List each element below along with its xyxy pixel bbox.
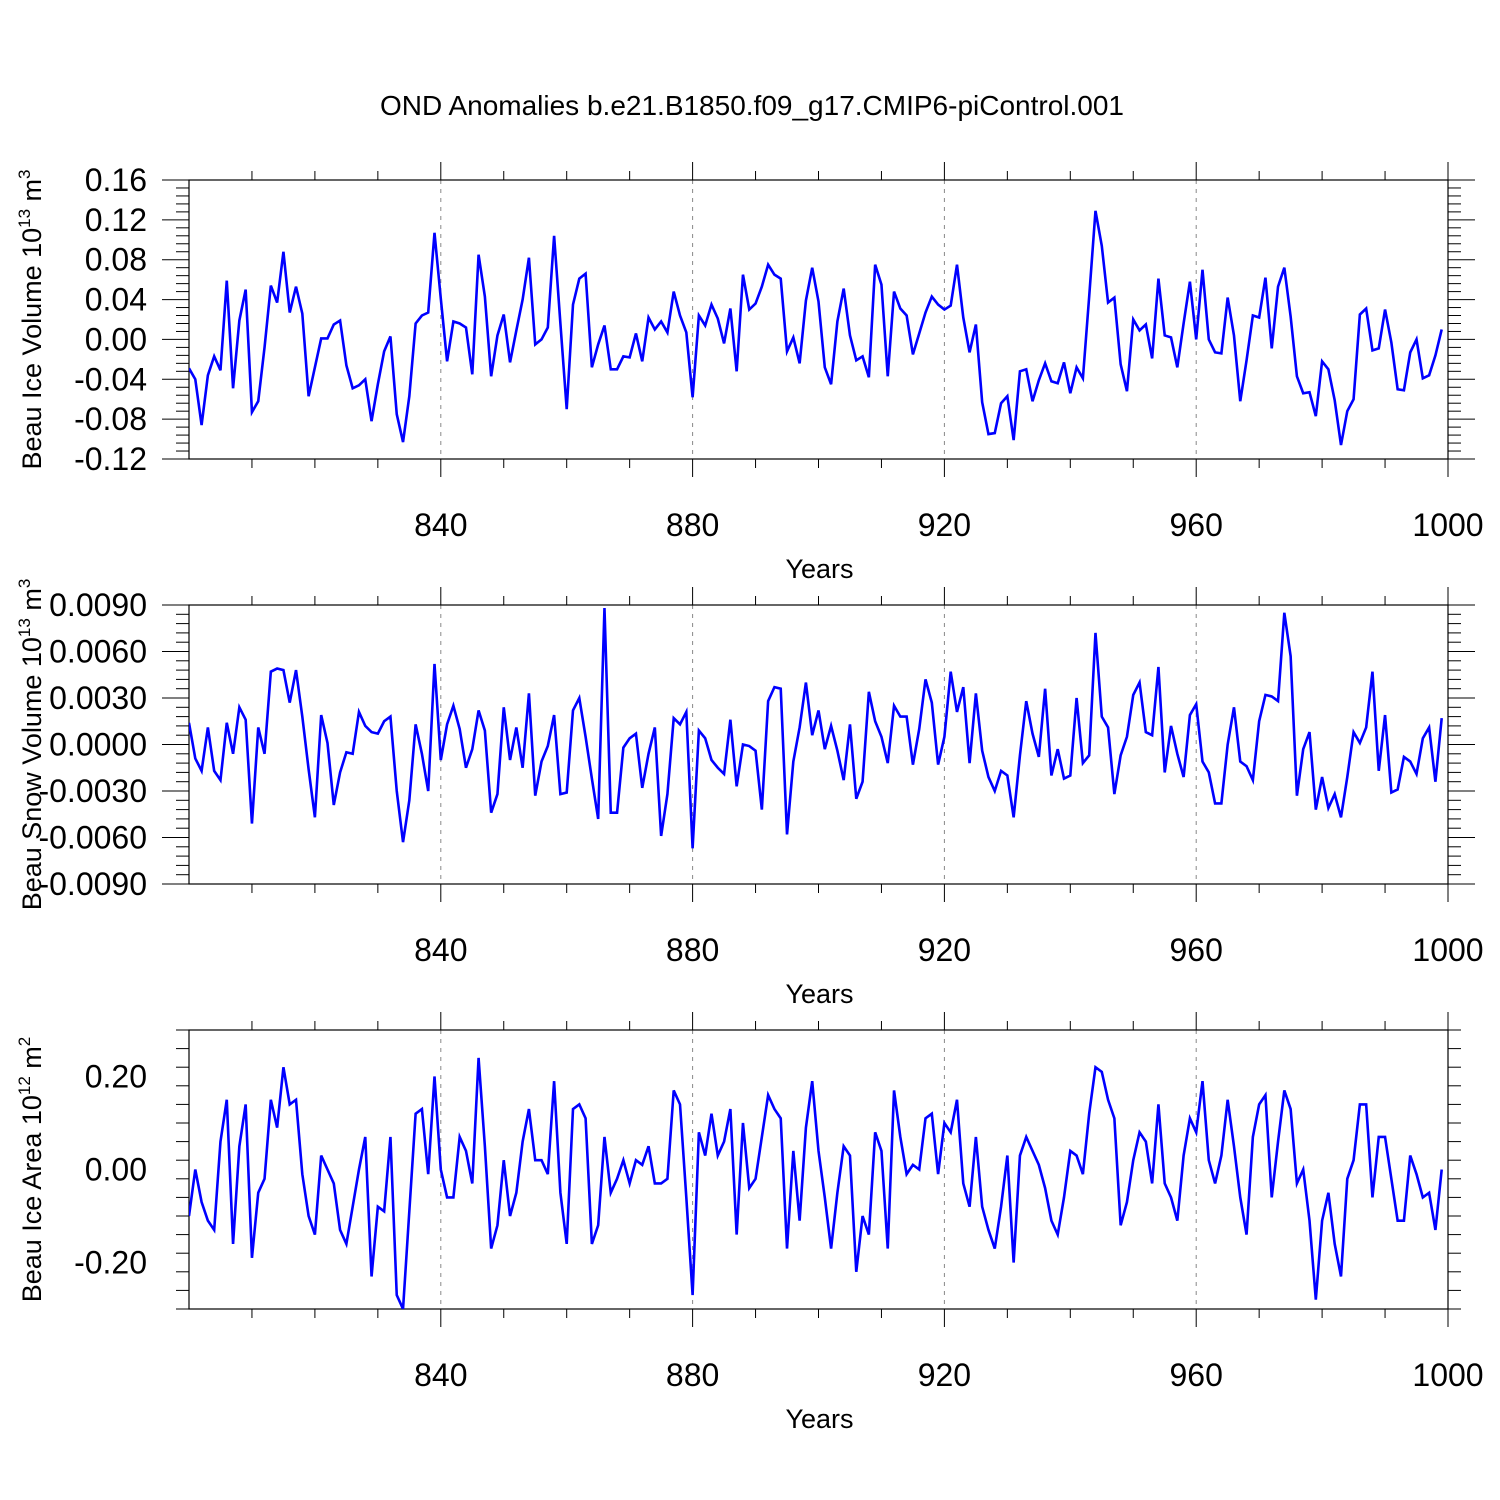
plot-frame [188,1029,1449,1310]
y-tick-label: 0.00 [85,321,147,357]
x-tick-label: 960 [1170,507,1223,543]
x-tick-label: 960 [1170,1357,1223,1393]
y-tick-label: 0.04 [85,282,147,318]
y-tick-label: 0.0000 [49,727,147,763]
x-tick-label: 1000 [1412,1357,1483,1393]
y-tick-label: 0.12 [85,202,147,238]
panels: 840 880 920 960 1000-0.12-0.08-0.040.000.040… [15,162,1484,1434]
x-tick-label: 840 [414,507,467,543]
x-tick-label: 1000 [1412,932,1483,968]
y-axis-title: Beau Ice Volume 1013 m3 [15,169,47,469]
panel-1: 840 880 920 960 1000 -0.12 -0.08 -0.04 0.000.04 0… [15,162,1484,584]
y-tick-label: -0.12 [74,441,147,477]
x-axis-title: Years [785,979,853,1009]
x-tick-label: 1000 [1412,507,1483,543]
chart-title: OND Anomalies b.e21.B1850.f09_g17.CMIP6-… [380,90,1124,121]
y-axis-title: Beau Ice Area 1012 m2 [15,1037,47,1303]
x-axis-title: Years [785,554,853,584]
y-tick-label: -0.0090 [38,866,147,902]
y-tick-label: -0.04 [74,361,147,397]
x-tick-label: 880 [666,932,719,968]
x-tick-label: 920 [918,932,971,968]
y-tick-label: 0.08 [85,242,147,278]
x-tick-label: 840 [414,1357,467,1393]
x-tick-label: 880 [666,1357,719,1393]
x-tick-label: 920 [918,507,971,543]
y-tick-label: -0.0060 [38,820,147,856]
x-tick-label: 920 [918,1357,971,1393]
y-tick-label: 0.20 [85,1059,147,1095]
y-tick-label: -0.08 [74,401,147,437]
series-line [189,608,1443,849]
x-axis-title: Years [785,1404,853,1434]
plot-frame [188,604,1449,885]
x-tick-label: 840 [414,932,467,968]
y-tick-label: 0.0090 [49,587,147,623]
y-tick-label: -0.20 [74,1245,147,1281]
y-tick-label: 0.00 [85,1152,147,1188]
series-line [189,210,1443,446]
x-tick-label: 880 [666,507,719,543]
plot-frame [188,179,1449,460]
y-tick-label: 0.0060 [49,634,147,670]
y-tick-label: 0.0030 [49,680,147,716]
panel-3: 840 880 920 960 1000 -0.20 0.00 0.20 Years Beau I… [15,1012,1484,1434]
series-line [189,1057,1443,1309]
y-tick-label: 0.16 [85,162,147,198]
panel-2: 840 880 920 960 1000 -0.0090 -0.0060 -0.0030 0.0… [15,579,1484,1009]
x-tick-label: 960 [1170,932,1223,968]
y-tick-label: -0.0030 [38,773,147,809]
y-axis-title: Beau Snow Volume 1013 m3 [15,579,47,911]
